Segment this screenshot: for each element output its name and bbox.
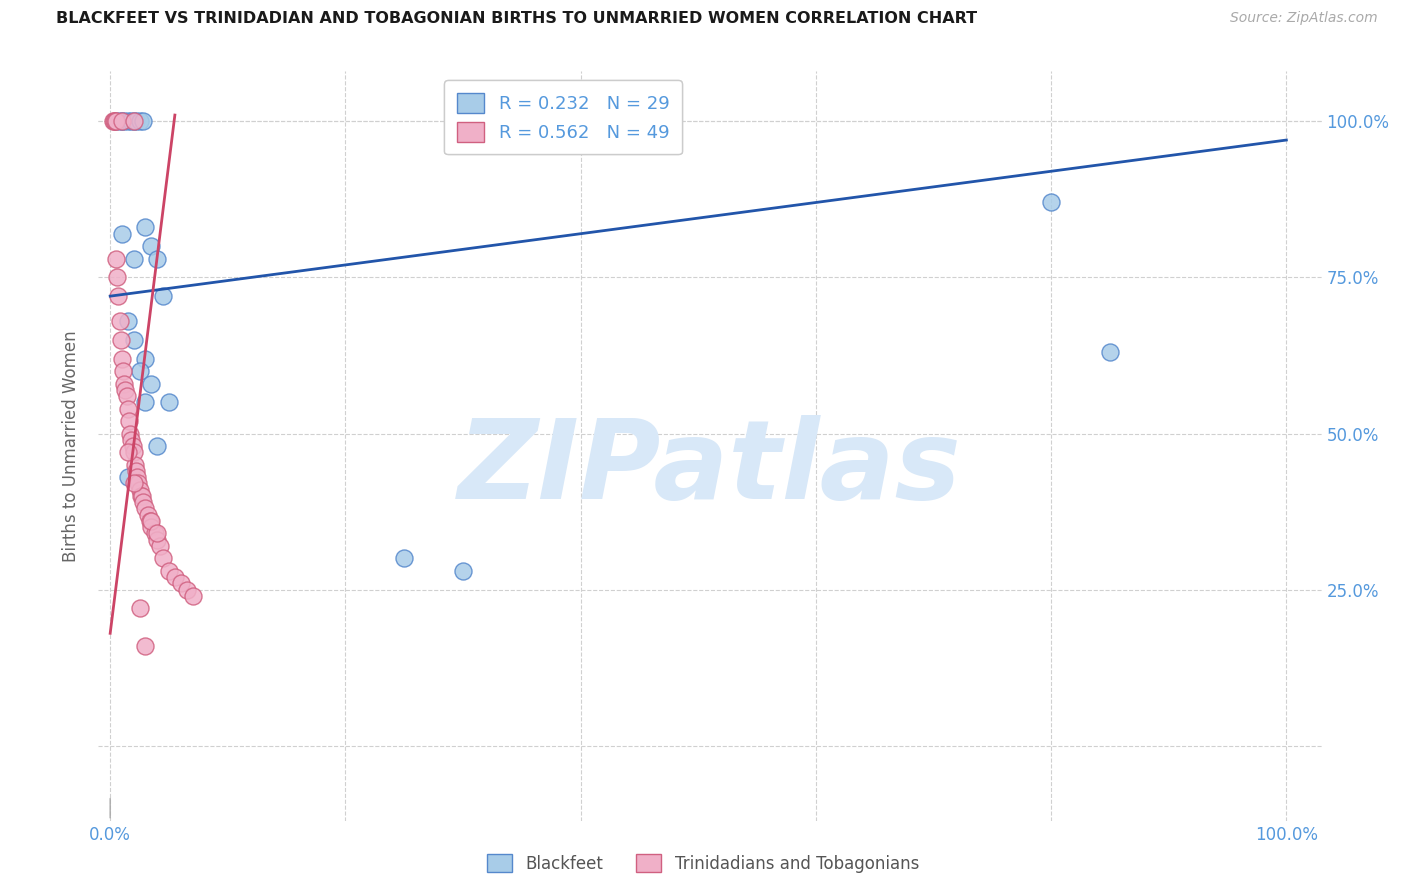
Point — [122, 445, 145, 459]
Point — [128, 364, 150, 378]
Point — [122, 114, 145, 128]
Point — [111, 114, 134, 128]
Point — [104, 114, 127, 128]
Point — [146, 533, 169, 547]
Point — [128, 483, 150, 497]
Point — [1040, 195, 1063, 210]
Point — [122, 333, 145, 347]
Point — [111, 114, 134, 128]
Point — [141, 376, 163, 391]
Point — [112, 376, 135, 391]
Point — [125, 114, 148, 128]
Point — [1098, 345, 1121, 359]
Point — [124, 458, 146, 472]
Point — [128, 114, 150, 128]
Point — [108, 314, 131, 328]
Point — [141, 520, 163, 534]
Point — [117, 314, 139, 328]
Point — [105, 270, 128, 285]
Point — [117, 470, 139, 484]
Point — [129, 489, 152, 503]
Point — [131, 489, 153, 503]
Legend: Blackfeet, Trinidadians and Tobagonians: Blackfeet, Trinidadians and Tobagonians — [481, 847, 925, 880]
Text: ZIPatlas: ZIPatlas — [458, 415, 962, 522]
Point — [134, 351, 156, 366]
Point — [132, 495, 155, 509]
Point — [105, 114, 128, 128]
Point — [176, 582, 198, 597]
Point — [149, 539, 172, 553]
Point — [163, 570, 186, 584]
Point — [115, 389, 138, 403]
Point — [146, 439, 169, 453]
Point — [122, 114, 145, 128]
Point — [152, 551, 174, 566]
Point — [127, 470, 149, 484]
Point — [110, 333, 132, 347]
Point — [141, 239, 163, 253]
Text: BLACKFEET VS TRINIDADIAN AND TOBAGONIAN BIRTHS TO UNMARRIED WOMEN CORRELATION CH: BLACKFEET VS TRINIDADIAN AND TOBAGONIAN … — [56, 11, 977, 26]
Point — [111, 351, 134, 366]
Point — [146, 252, 169, 266]
Point — [134, 501, 156, 516]
Text: Source: ZipAtlas.com: Source: ZipAtlas.com — [1230, 11, 1378, 25]
Point — [107, 289, 129, 303]
Point — [170, 576, 193, 591]
Point — [111, 227, 134, 241]
Point — [134, 395, 156, 409]
Point — [117, 114, 139, 128]
Point — [451, 564, 474, 578]
Point — [105, 114, 128, 128]
Point — [103, 114, 125, 128]
Point — [143, 526, 166, 541]
Point — [128, 601, 150, 615]
Point — [134, 220, 156, 235]
Point — [112, 114, 135, 128]
Point — [122, 252, 145, 266]
Point — [152, 289, 174, 303]
Point — [108, 114, 131, 128]
Point — [157, 395, 180, 409]
Point — [105, 252, 128, 266]
Point — [122, 476, 145, 491]
Point — [139, 514, 162, 528]
Point — [125, 464, 148, 478]
Point — [132, 114, 155, 128]
Point — [120, 426, 142, 441]
Point — [127, 476, 149, 491]
Point — [118, 414, 141, 428]
Point — [114, 383, 136, 397]
Legend: R = 0.232   N = 29, R = 0.562   N = 49: R = 0.232 N = 29, R = 0.562 N = 49 — [444, 80, 682, 154]
Point — [117, 445, 139, 459]
Point — [120, 114, 142, 128]
Point — [136, 508, 159, 522]
Point — [134, 639, 156, 653]
Point — [181, 589, 204, 603]
Point — [394, 551, 416, 566]
Point — [121, 439, 143, 453]
Point — [112, 364, 135, 378]
Point — [146, 526, 169, 541]
Point — [120, 433, 142, 447]
Y-axis label: Births to Unmarried Women: Births to Unmarried Women — [62, 330, 80, 562]
Point — [141, 514, 163, 528]
Point — [101, 114, 124, 128]
Point — [157, 564, 180, 578]
Point — [117, 401, 139, 416]
